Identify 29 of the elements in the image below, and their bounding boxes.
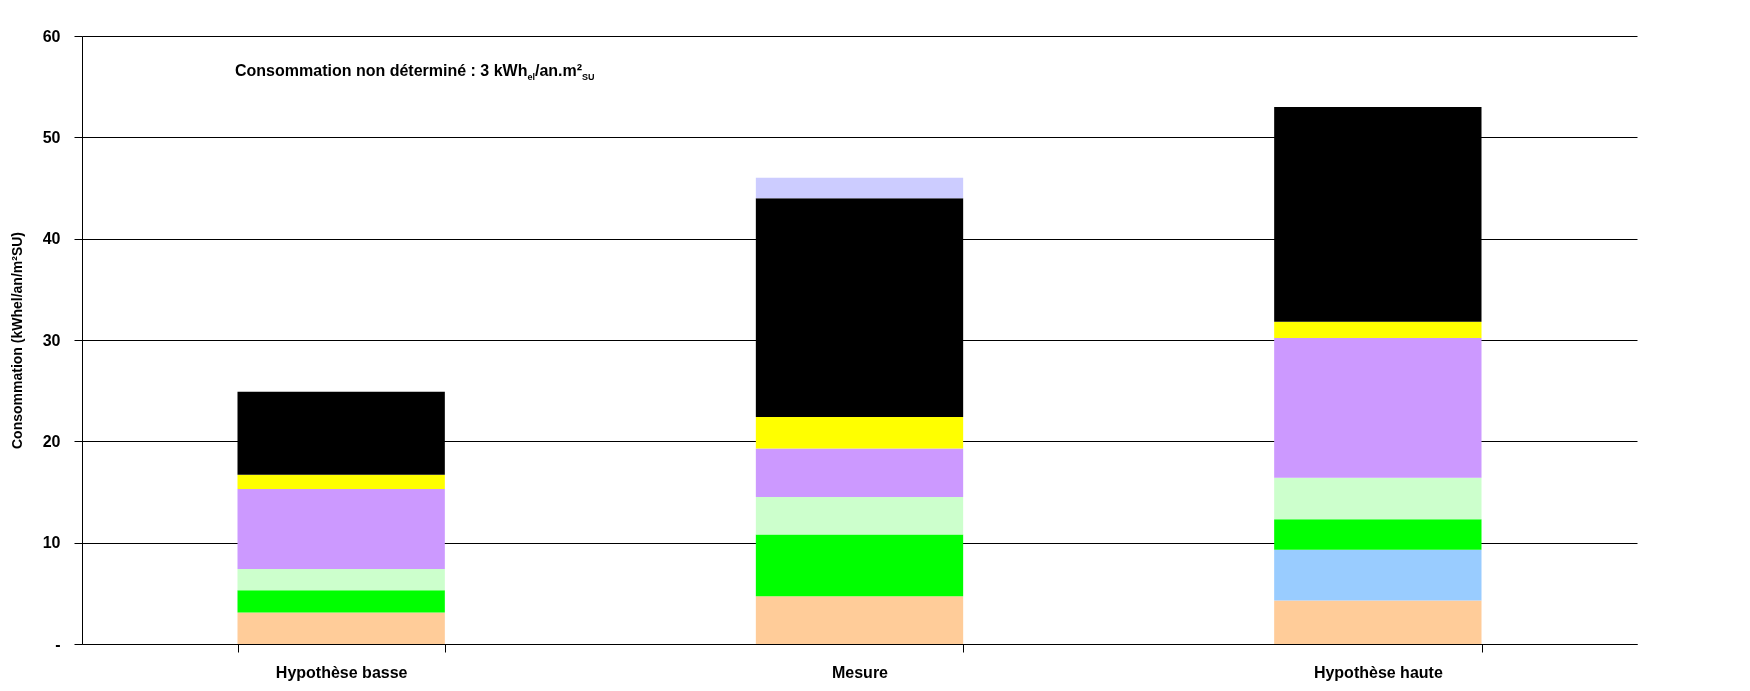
annotation: Consommation non déterminé : 3 kWh$_{el}$/an.m²$_{SU}$ (235, 62, 595, 83)
bar (237, 569, 445, 591)
bar (237, 488, 445, 570)
bar (237, 474, 445, 489)
bar (237, 612, 445, 644)
bar (755, 596, 964, 644)
y-tick-label: 20 (42, 432, 61, 450)
bar (755, 417, 964, 449)
y-tick-label: 10 (42, 534, 61, 552)
x-tick-label: Hypothèse haute (1313, 663, 1443, 681)
y-tick-label: 60 (42, 27, 61, 45)
bar (755, 448, 964, 498)
bar (1274, 549, 1482, 601)
x-tick-label: Mesure (831, 663, 889, 681)
x-tick-label: Hypothèse basse (275, 663, 408, 681)
bar (1274, 519, 1482, 550)
y-tick-label: - (55, 635, 61, 653)
bar (237, 590, 445, 613)
bar (755, 534, 964, 597)
bar (1274, 477, 1482, 520)
bar (755, 177, 964, 199)
y-tick-label: 40 (42, 230, 61, 248)
bar (1274, 321, 1482, 338)
bar (755, 497, 964, 535)
y-axis-title: Consommation (kWhel/an/m²SU) (8, 231, 25, 450)
bar (1274, 337, 1482, 478)
bar (1274, 600, 1482, 644)
y-tick-label: 30 (42, 331, 61, 349)
y-tick-label: 50 (42, 128, 61, 146)
